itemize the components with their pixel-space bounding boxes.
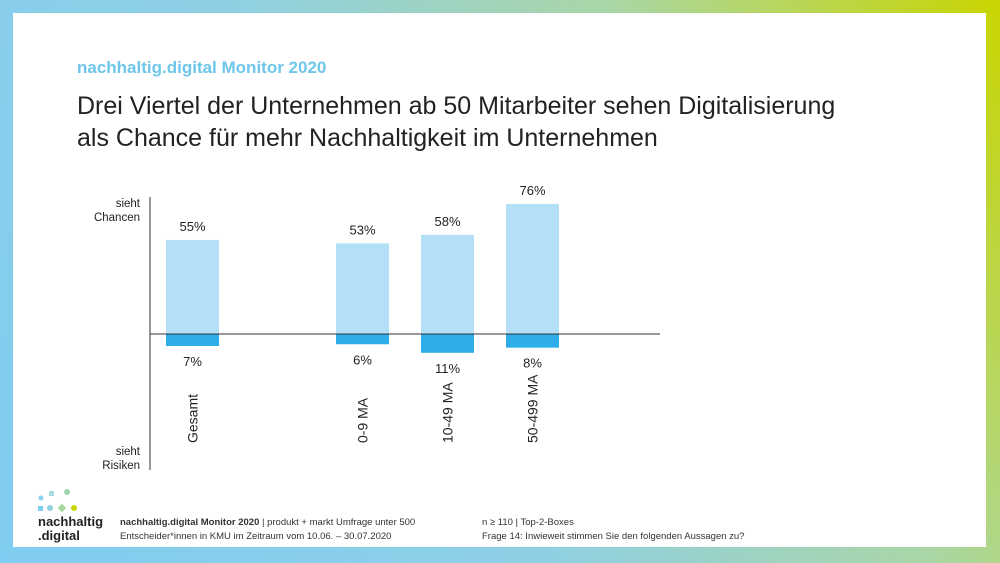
data-label-risiken: 7% (183, 354, 202, 369)
bar-risiken (421, 334, 474, 353)
logo-dots (38, 489, 77, 513)
footer-source: nachhaltig.digital Monitor 2020 | produk… (120, 517, 416, 542)
bar-chancen (506, 204, 559, 334)
data-label-risiken: 11% (435, 361, 460, 376)
bar-chancen (166, 239, 219, 334)
bar-chancen (336, 243, 389, 334)
brand-title: nachhaltig.digital Monitor 2020 (77, 58, 327, 77)
headline-line-1: Drei Viertel der Unternehmen ab 50 Mitar… (77, 92, 836, 120)
y-top-label-1: sieht (116, 198, 141, 210)
bar-chancen (421, 234, 474, 334)
bar-risiken (166, 334, 219, 346)
data-label-risiken: 6% (353, 352, 372, 367)
bar-risiken (506, 334, 559, 348)
footer-note: n ≥ 110 | Top-2-Boxes Frage 14: Inwiewei… (482, 517, 745, 542)
category-label: 50-499 MA (525, 374, 541, 443)
data-label-chancen: 58% (434, 214, 460, 229)
logo-text: nachhaltig .digital (38, 514, 104, 543)
data-label-chancen: 76% (519, 183, 545, 198)
footer-brand: nachhaltig.digital Monitor 2020 (120, 517, 260, 528)
headline-line-2: als Chance für mehr Nachhaltigkeit im Un… (77, 124, 658, 152)
category-label: Gesamt (185, 394, 201, 443)
data-label-risiken: 8% (523, 356, 542, 371)
y-top-label-2: Chancen (94, 212, 140, 224)
data-label-chancen: 55% (179, 219, 205, 234)
y-bottom-label-1: sieht (116, 446, 141, 458)
data-label-chancen: 53% (349, 222, 375, 237)
bar-risiken (336, 334, 389, 345)
y-bottom-label-2: Risiken (102, 460, 140, 472)
category-label: 0-9 MA (355, 397, 371, 443)
category-label: 10-49 MA (440, 382, 456, 443)
headline: Drei Viertel der Unternehmen ab 50 Mitar… (77, 90, 835, 154)
